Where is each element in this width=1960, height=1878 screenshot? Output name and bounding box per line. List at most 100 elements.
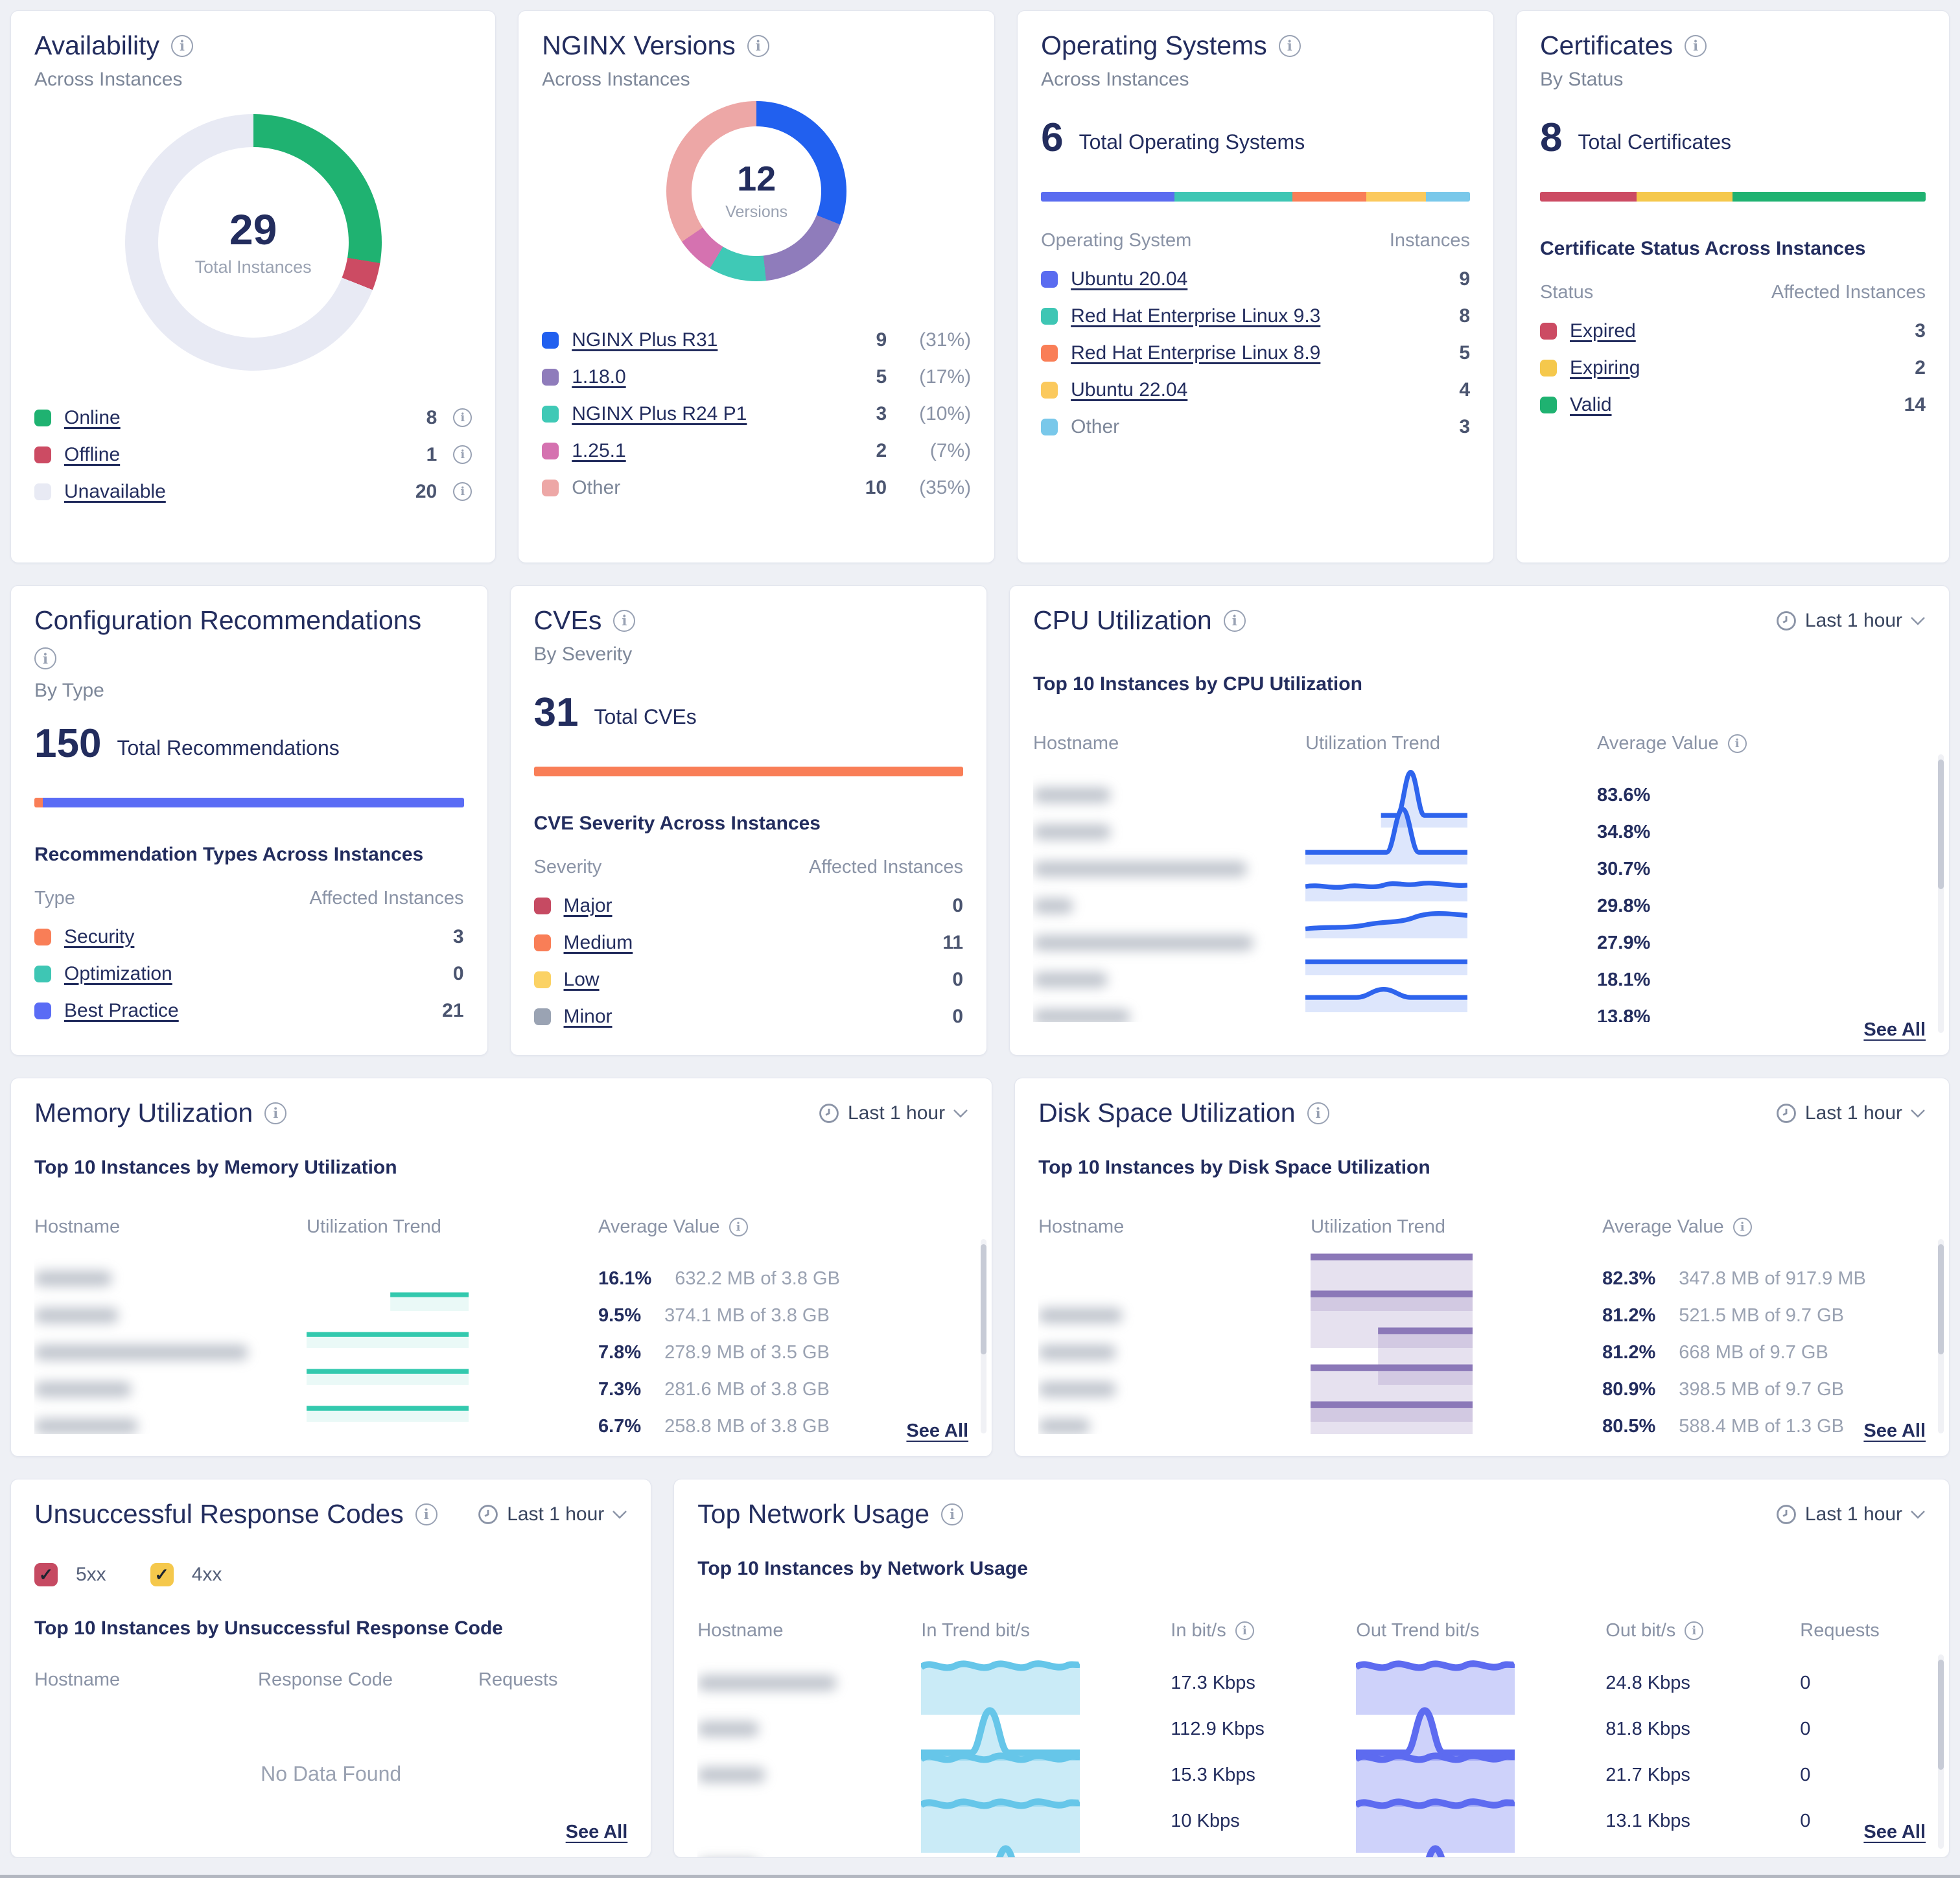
disk-time-range-selector[interactable]: Last 1 hour <box>1775 1102 1926 1124</box>
network-time-range-selector[interactable]: Last 1 hour <box>1775 1503 1926 1525</box>
legend-label[interactable]: 1.25.1 <box>572 439 626 461</box>
info-icon[interactable]: i <box>1223 609 1246 632</box>
blurred-hostname <box>34 1382 132 1397</box>
chevron-down-icon <box>1911 1510 1925 1519</box>
legend-label[interactable]: Unavailable <box>64 480 166 502</box>
info-icon[interactable]: i <box>264 1102 287 1124</box>
blurred-hostname <box>1033 972 1108 988</box>
horizontal-scrollbar[interactable] <box>0 1875 1960 1878</box>
info-icon[interactable]: i <box>747 34 769 57</box>
cpu-time-range-selector[interactable]: Last 1 hour <box>1775 610 1926 632</box>
bar-segment <box>43 798 464 807</box>
legend-count: 8 <box>426 406 438 428</box>
legend-label[interactable]: Low <box>563 968 600 990</box>
table-row: 80.5% 588.4 MB of 1.3 GB <box>1038 1394 1926 1434</box>
average-value: 7.3% <box>598 1378 642 1400</box>
info-icon[interactable]: i <box>1278 34 1301 57</box>
average-value: 30.7% <box>1597 858 1651 879</box>
info-icon[interactable]: i <box>1727 734 1747 753</box>
table-row: 16.1% 632.2 MB of 3.8 GB <box>34 1246 968 1311</box>
utilization-sparkline <box>1305 1021 1468 1022</box>
legend-swatch <box>542 442 559 459</box>
legend-swatch <box>533 971 551 988</box>
legend-label[interactable]: NGINX Plus R24 P1 <box>572 402 747 424</box>
legend-row: Medium 11 <box>533 924 963 961</box>
utilization-sparkline <box>1305 984 1468 1022</box>
legend-label[interactable]: NGINX Plus R31 <box>572 329 718 351</box>
info-icon[interactable]: i <box>415 1503 438 1525</box>
response-codes-time-range-selector[interactable]: Last 1 hour <box>477 1503 627 1525</box>
type-col-header: Type <box>34 888 75 909</box>
operating-systems-card: Operating Systems i Across Instances 6 T… <box>1017 10 1495 563</box>
legend-percent: (10%) <box>919 402 972 424</box>
average-value: 27.9% <box>1597 932 1651 953</box>
legend-row: Best Practice 21 <box>34 992 464 1029</box>
disk-title: Disk Space Utilization <box>1038 1098 1296 1128</box>
info-icon[interactable]: i <box>1235 1621 1254 1640</box>
certificates-table: Expired 3 Expiring 2 Valid 14 <box>1540 312 1926 423</box>
legend-label[interactable]: Offline <box>64 443 121 465</box>
legend-swatch <box>1540 322 1558 340</box>
info-icon[interactable]: i <box>1732 1217 1752 1236</box>
response-codes-section-title: Top 10 Instances by Unsuccessful Respons… <box>34 1617 503 1639</box>
info-icon[interactable]: i <box>453 482 472 501</box>
info-icon[interactable]: i <box>1685 1621 1704 1640</box>
nginx-versions-donut-chart: 12 Versions <box>666 101 847 281</box>
legend-label[interactable]: Ubuntu 22.04 <box>1071 378 1188 400</box>
legend-label[interactable]: Red Hat Enterprise Linux 8.9 <box>1071 342 1321 364</box>
legend-label[interactable]: Best Practice <box>64 999 179 1021</box>
legend-row: Major 0 <box>533 887 963 924</box>
legend-label[interactable]: Valid <box>1570 393 1612 415</box>
info-icon[interactable]: i <box>729 1217 748 1236</box>
info-icon[interactable]: i <box>1307 1102 1329 1124</box>
blurred-hostname <box>34 1308 119 1323</box>
legend-label[interactable]: Optimization <box>64 962 172 984</box>
legend-count: 5 <box>1459 342 1471 364</box>
legend-label[interactable]: 1.18.0 <box>572 365 626 388</box>
memory-scrollbar-thumb[interactable] <box>981 1244 987 1354</box>
average-value: 29.8% <box>1597 895 1651 916</box>
info-icon[interactable]: i <box>170 34 193 57</box>
network-see-all-link[interactable]: See All <box>1863 1822 1926 1842</box>
4xx-checkbox[interactable]: ✓ <box>150 1563 174 1586</box>
cpu-see-all-link[interactable]: See All <box>1863 1019 1926 1040</box>
disk-scrollbar-thumb[interactable] <box>1938 1244 1944 1354</box>
info-icon[interactable]: i <box>1685 34 1707 57</box>
info-icon[interactable]: i <box>941 1503 964 1525</box>
average-value: 16.1% <box>598 1268 652 1289</box>
network-scrollbar-thumb[interactable] <box>1938 1660 1944 1770</box>
legend-swatch <box>1041 270 1058 288</box>
disk-see-all-link[interactable]: See All <box>1863 1420 1926 1441</box>
cpu-scrollbar-thumb[interactable] <box>1938 759 1944 889</box>
response-codes-see-all-link[interactable]: See All <box>565 1822 628 1842</box>
legend-label[interactable]: Online <box>64 406 121 428</box>
legend-label[interactable]: Expired <box>1570 319 1636 342</box>
cpu-scrollbar-track <box>1938 754 1944 1033</box>
legend-count: 4 <box>1459 378 1471 400</box>
legend-label: Other <box>1071 415 1120 437</box>
legend-label[interactable]: Red Hat Enterprise Linux 9.3 <box>1071 305 1321 327</box>
legend-label[interactable]: Expiring <box>1570 356 1640 378</box>
legend-row: Optimization 0 <box>34 955 464 992</box>
hostname-col-header: Hostname <box>34 1216 121 1237</box>
total-cves-label: Total CVEs <box>594 705 697 728</box>
5xx-checkbox[interactable]: ✓ <box>34 1563 58 1586</box>
nginx-versions-subtitle: Across Instances <box>542 69 690 90</box>
legend-label[interactable]: Ubuntu 20.04 <box>1071 268 1188 290</box>
legend-label[interactable]: Security <box>64 925 135 947</box>
average-value: 80.9% <box>1602 1378 1656 1400</box>
total-recommendations-label: Total Recommendations <box>117 736 340 759</box>
legend-label[interactable]: Medium <box>563 931 633 953</box>
info-icon[interactable]: i <box>453 408 472 427</box>
info-icon[interactable]: i <box>453 445 472 464</box>
info-icon[interactable]: i <box>34 647 56 669</box>
legend-label[interactable]: Minor <box>563 1005 612 1027</box>
cves-card: CVEs i By Severity 31 Total CVEs CVE Sev… <box>509 585 988 1056</box>
legend-percent: (7%) <box>929 439 972 461</box>
hostname-col-header: Hostname <box>1033 732 1119 754</box>
memory-time-range-selector[interactable]: Last 1 hour <box>818 1102 968 1124</box>
memory-see-all-link[interactable]: See All <box>906 1420 969 1441</box>
legend-label[interactable]: Major <box>563 894 612 916</box>
info-icon[interactable]: i <box>613 609 636 632</box>
legend-row: Other 3 <box>1041 408 1470 445</box>
